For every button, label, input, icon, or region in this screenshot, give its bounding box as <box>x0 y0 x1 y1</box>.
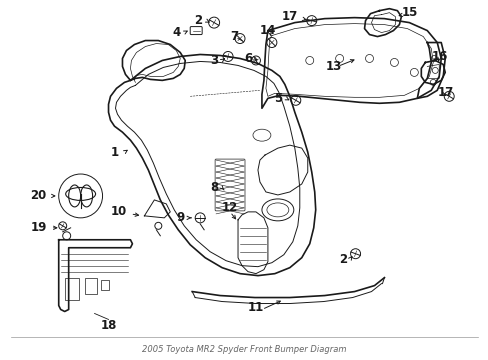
Text: 16: 16 <box>430 50 447 63</box>
Text: 8: 8 <box>209 181 218 194</box>
Text: 18: 18 <box>100 319 117 332</box>
Text: 1: 1 <box>110 145 118 159</box>
Text: 10: 10 <box>110 205 126 219</box>
Text: 2005 Toyota MR2 Spyder Front Bumper Diagram: 2005 Toyota MR2 Spyder Front Bumper Diag… <box>142 345 346 354</box>
Text: 2: 2 <box>194 14 202 27</box>
Text: 7: 7 <box>229 30 238 43</box>
Text: 5: 5 <box>273 92 281 105</box>
Text: 12: 12 <box>222 201 238 215</box>
Text: 13: 13 <box>325 60 341 73</box>
Text: 4: 4 <box>172 26 180 39</box>
Text: 14: 14 <box>260 24 276 37</box>
Text: 19: 19 <box>30 221 47 234</box>
Bar <box>84 278 96 293</box>
Text: 17: 17 <box>436 86 452 99</box>
Bar <box>64 278 79 300</box>
Text: 17: 17 <box>281 10 297 23</box>
Text: 15: 15 <box>401 6 417 19</box>
Text: 11: 11 <box>247 301 264 314</box>
Text: 20: 20 <box>30 189 47 202</box>
Text: 9: 9 <box>176 211 184 224</box>
Bar <box>101 280 108 289</box>
Text: 3: 3 <box>209 54 218 67</box>
Text: 2: 2 <box>339 253 347 266</box>
Text: 6: 6 <box>244 52 252 65</box>
